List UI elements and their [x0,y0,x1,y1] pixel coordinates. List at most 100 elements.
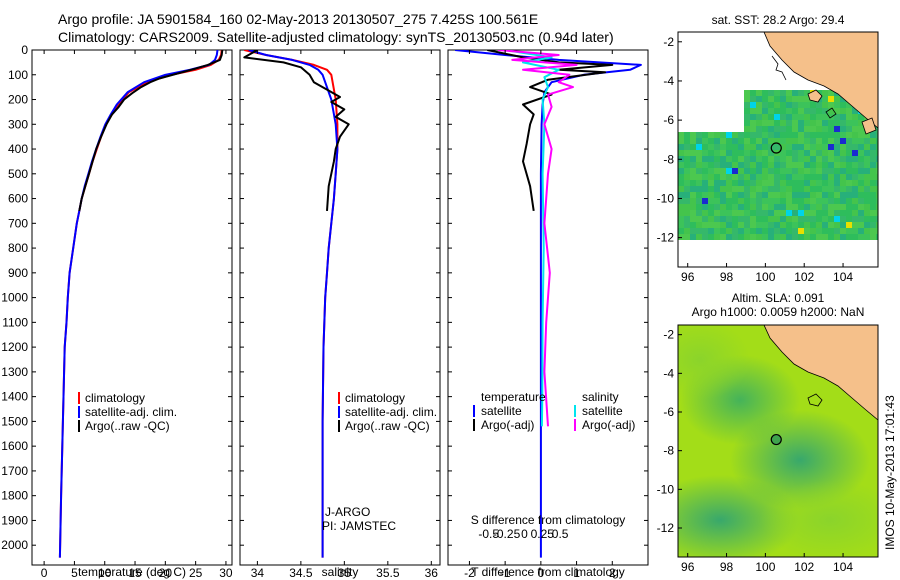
depth-tick-label: 400 [8,142,28,156]
sst-cell [738,132,744,138]
sst-cell [792,192,798,198]
sst-cell [846,126,852,132]
sst-cell [708,198,714,204]
sst-cell [732,174,738,180]
sst-cell [822,216,828,222]
sst-cell [780,204,786,210]
sst-cell [774,210,780,216]
sst-cell [678,204,684,210]
sst-cell [810,156,816,162]
sst-cell [690,180,696,186]
sst-cell [852,108,858,114]
sst-cell [756,234,762,240]
sst-cell [810,120,816,126]
sst-cell [708,174,714,180]
sst-cell [810,114,816,120]
sst-cell [828,198,834,204]
sst-cell [822,180,828,186]
sst-cell [840,126,846,132]
sst-cell [846,204,852,210]
sst-cell [834,150,840,156]
sst-cell [834,132,840,138]
sst-cell [798,114,804,120]
sst-cell [828,234,834,240]
sst-cell [762,192,768,198]
sst-cell [738,150,744,156]
difference-legend: temperature salinity satellite Argo(-adj… [473,390,635,432]
sst-cell [768,222,774,228]
sst-cell [756,90,762,96]
sst-cell [750,222,756,228]
sst-cell [792,228,798,234]
sst-cell [822,192,828,198]
sst-cell [846,114,852,120]
sst-cell [726,162,732,168]
s-difference-tick-label: -0.5 [478,527,499,541]
sst-cell [720,222,726,228]
sst-cell [780,120,786,126]
sst-cell [768,228,774,234]
sst-cell [714,150,720,156]
sst-cell [870,234,876,240]
sst-cell [714,156,720,162]
sst-cell [858,186,864,192]
sst-cell [756,132,762,138]
sst-cell [852,192,858,198]
sst-cell [696,186,702,192]
depth-tick-label: 2000 [1,538,28,552]
sst-cell [714,204,720,210]
map-y-tick-label: -6 [663,113,674,127]
s-difference-tick-label: -0.25 [493,527,521,541]
sst-cell [840,102,846,108]
sst-cell [756,120,762,126]
depth-tick-label: 500 [8,167,28,181]
sst-cell [852,216,858,222]
sst-cell [774,204,780,210]
sst-cell [828,108,834,114]
sst-cell [732,162,738,168]
salinity-x-tick-label: 35 [338,566,352,580]
sst-cell [816,198,822,204]
sst-cell [828,222,834,228]
sst-cell [744,102,750,108]
sst-cell [816,126,822,132]
sst-cell [840,144,846,150]
sst-cell [762,114,768,120]
sst-cell [792,222,798,228]
sst-cell [798,180,804,186]
sst-cell [804,120,810,126]
sst-cell [864,138,870,144]
sst-cell [780,222,786,228]
legend-label-climatology: climatology [345,391,405,405]
sst-cell [804,168,810,174]
sst-cell [750,150,756,156]
sst-cell [858,216,864,222]
sla-map-subtitle: Argo h1000: 0.0059 h2000: NaN [692,305,865,319]
sst-cell [804,234,810,240]
depth-tick-label: 0 [21,43,28,57]
sst-cell [756,168,762,174]
sst-cell [810,102,816,108]
sst-cell [774,138,780,144]
map-x-tick-label: 98 [720,270,734,284]
sst-cell [780,174,786,180]
sst-cell [828,186,834,192]
sst-cell [732,210,738,216]
sst-cell [726,222,732,228]
sst-cell [864,174,870,180]
sst-cell [798,228,804,234]
sst-cell [696,198,702,204]
sst-cell [720,204,726,210]
sst-cell [702,144,708,150]
sst-cell [822,204,828,210]
sst-cell [876,228,878,234]
sst-cell [876,192,878,198]
sst-cell [852,168,858,174]
sst-cell [726,168,732,174]
sst-cell [690,222,696,228]
sst-cell [780,102,786,108]
sst-cell [696,192,702,198]
sst-cell [858,132,864,138]
sst-cell [828,192,834,198]
